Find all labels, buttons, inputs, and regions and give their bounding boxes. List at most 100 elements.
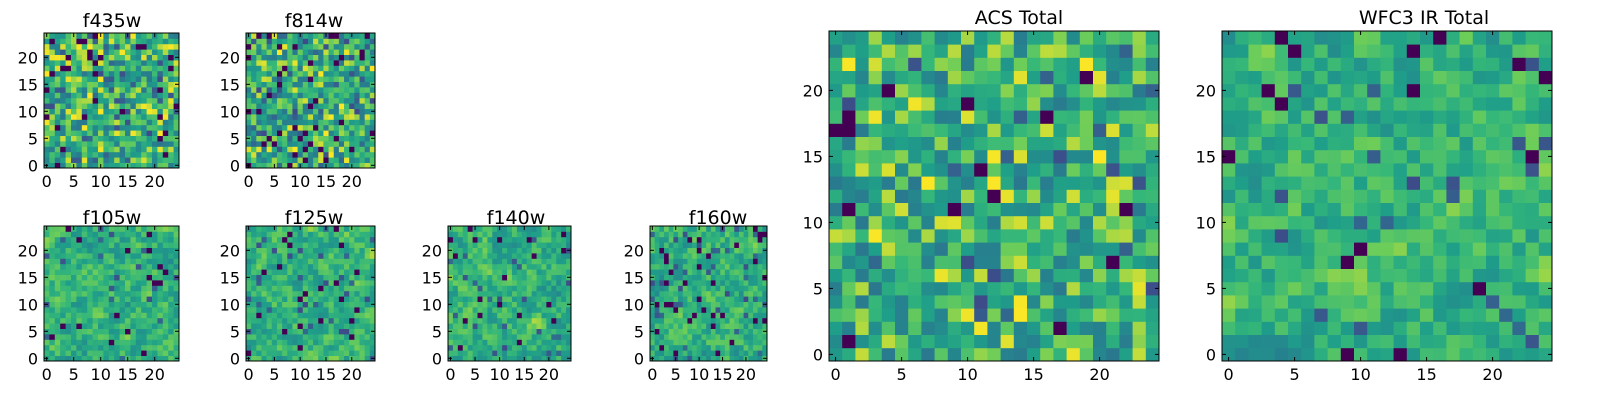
heatmap-cell [333, 108, 340, 115]
heatmap-cell [271, 236, 278, 243]
heatmap-cell [76, 290, 83, 297]
heatmap-cell [1301, 242, 1315, 256]
heatmap-cell [157, 124, 164, 131]
heatmap-cell [526, 339, 533, 346]
heatmap-cell [307, 350, 314, 356]
heatmap-cell [146, 226, 153, 232]
heatmap-cell [146, 65, 153, 72]
heatmap-cell [157, 339, 164, 346]
heatmap-cell [706, 334, 712, 340]
heatmap-cell [119, 76, 126, 82]
heatmap-cell [1472, 202, 1487, 217]
heatmap-cell [287, 226, 293, 232]
heatmap-cell [502, 247, 508, 254]
heatmap-cell [1145, 31, 1160, 45]
heatmap-cell [141, 236, 147, 243]
heatmap-cell [738, 312, 744, 319]
heatmap-cell [1525, 202, 1540, 217]
heatmap-cell [81, 81, 88, 88]
heatmap-cell [71, 307, 77, 313]
heatmap-cell [60, 114, 66, 120]
heatmap-cell [333, 285, 340, 292]
heatmap-cell [323, 146, 329, 153]
heatmap-cell [842, 123, 856, 137]
heatmap-cell [467, 280, 473, 286]
heatmap-cell [125, 236, 131, 243]
heatmap-cell [313, 339, 319, 346]
heatmap-cell [60, 157, 66, 163]
heatmap-cell [114, 157, 120, 163]
heatmap-cell [511, 307, 518, 313]
heatmap-cell [1000, 321, 1015, 335]
heatmap-cell [561, 263, 567, 270]
heatmap-cell [276, 290, 283, 297]
heatmap-cell [323, 108, 329, 115]
heatmap-cell [287, 344, 293, 351]
heatmap-cell [678, 258, 684, 265]
heatmap-cell [44, 92, 50, 99]
heatmap-cell [344, 162, 350, 169]
heatmap-cell [87, 157, 93, 163]
heatmap-cell [60, 151, 66, 158]
heatmap-cell [757, 339, 763, 346]
heatmap-cell [65, 285, 72, 292]
heatmap-cell [323, 157, 329, 163]
heatmap-cell [297, 307, 304, 313]
heatmap-cell [297, 130, 304, 136]
heatmap-cell [71, 290, 77, 297]
heatmap-cell [1093, 202, 1107, 217]
heatmap-cell [152, 65, 158, 72]
heatmap-cell [49, 242, 56, 248]
heatmap-cell [114, 38, 120, 45]
heatmap-cell [664, 263, 670, 270]
heatmap-cell [313, 141, 319, 147]
heatmap-cell [487, 334, 493, 340]
heatmap-cell [168, 33, 174, 39]
heatmap-cell [302, 124, 309, 131]
heatmap-cell [757, 247, 763, 254]
heatmap-cell [1013, 334, 1028, 349]
heatmap-cell [65, 70, 72, 77]
heatmap-cell [734, 242, 740, 248]
heatmap-cell [472, 301, 478, 308]
heatmap-cell [162, 323, 169, 329]
heatmap-cell [531, 258, 537, 265]
heatmap-cell [457, 344, 464, 351]
heatmap-cell [1027, 123, 1041, 137]
heatmap-cell [146, 157, 153, 163]
heatmap-cell [908, 215, 922, 230]
heatmap-cell [152, 38, 158, 45]
heatmap-cell [1066, 97, 1081, 111]
heatmap-cell [92, 296, 99, 302]
heatmap-cell [246, 334, 252, 340]
heatmap-cell [152, 151, 158, 158]
heatmap-cell [743, 296, 749, 302]
heatmap-cell [1499, 229, 1513, 243]
heatmap-cell [868, 321, 883, 335]
heatmap-cell [743, 236, 749, 243]
heatmap-cell [1499, 347, 1513, 362]
heatmap-cell [302, 146, 309, 153]
heatmap-cell [1119, 321, 1133, 335]
heatmap-cell [266, 247, 273, 254]
heatmap-cell [487, 290, 493, 297]
heatmap-cell [328, 38, 335, 45]
heatmap-cell [706, 317, 712, 324]
heatmap-cell [452, 323, 459, 329]
heatmap-cell [829, 334, 843, 349]
heatmap-cell [60, 296, 66, 302]
heatmap-cell [1406, 268, 1421, 283]
heatmap-cell [895, 229, 909, 243]
heatmap-cell [313, 146, 319, 153]
heatmap-cell [682, 285, 688, 292]
heatmap-cell [738, 334, 744, 340]
heatmap-cell [44, 103, 50, 109]
heatmap-cell [743, 269, 749, 275]
heatmap-cell [842, 31, 856, 45]
heatmap-cell [261, 76, 268, 82]
heatmap-cell [1235, 347, 1249, 362]
heatmap-cell [54, 135, 61, 142]
heatmap-cell [246, 114, 252, 120]
heatmap-cell [467, 301, 473, 308]
heatmap-cell [673, 317, 679, 324]
